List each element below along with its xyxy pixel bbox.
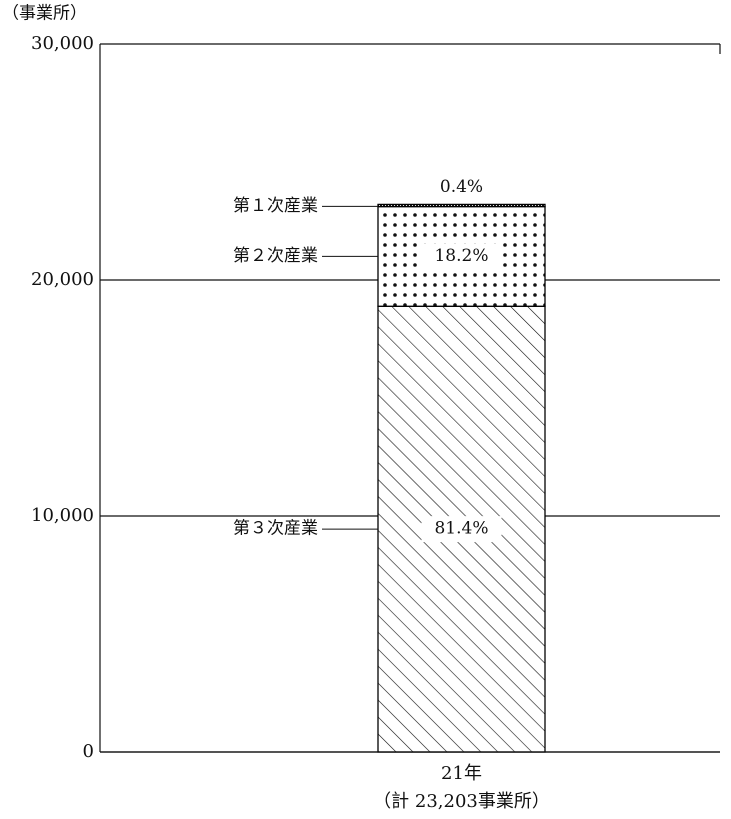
y-tick-label: 0: [83, 741, 94, 762]
value-label: 0.4%: [440, 177, 483, 197]
x-tick-label: 21年: [441, 763, 482, 784]
label-bg: [421, 516, 502, 543]
series-label: 第１次産業: [233, 196, 318, 216]
series-label: 第３次産業: [233, 519, 318, 539]
y-tick-label: 10,000: [31, 505, 94, 526]
label-bg: [421, 243, 502, 270]
bar-segment: [377, 203, 546, 208]
value-label: 18.2%: [434, 246, 488, 266]
y-tick-label: 30,000: [31, 33, 94, 54]
y-axis-label: （事業所）: [2, 4, 87, 24]
value-label: 81.4%: [434, 519, 488, 539]
x-tick-note: （計 23,203事業所）: [373, 791, 550, 812]
y-tick-label: 20,000: [31, 269, 94, 290]
series-label: 第２次産業: [233, 246, 318, 266]
